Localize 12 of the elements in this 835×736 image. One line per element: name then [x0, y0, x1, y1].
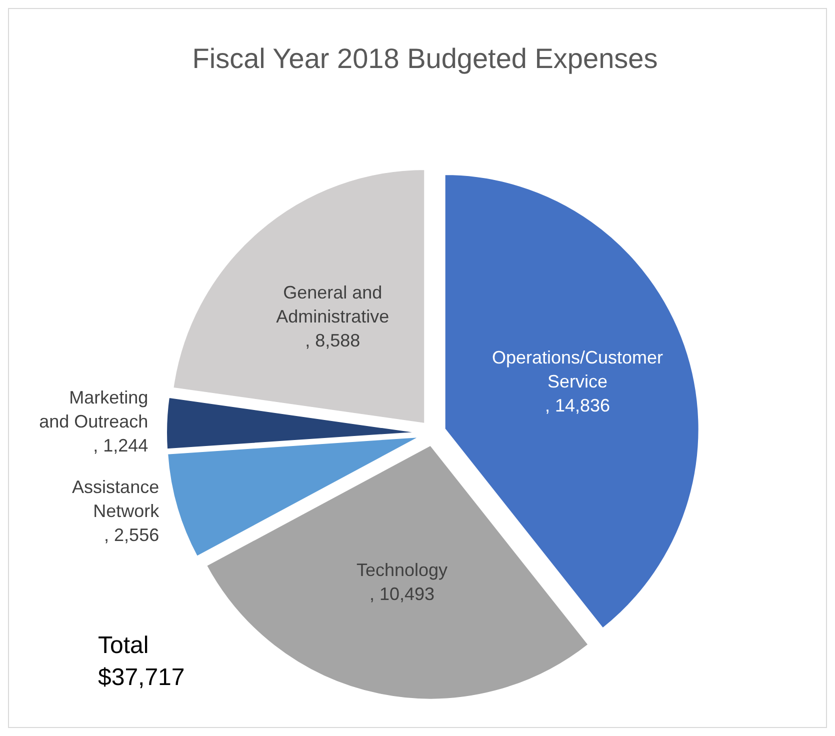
- slice-label: Operations/Customer Service: [492, 347, 664, 392]
- text: Total $37,717: [98, 632, 185, 691]
- slice-label: Technology: [356, 560, 448, 580]
- slice-label: Assistance Network: [72, 476, 160, 521]
- data-label: , 2,556: [104, 524, 160, 545]
- chart-title: Fiscal Year 2018 Budgeted Expenses: [192, 43, 658, 74]
- data-label: , 8,588: [305, 330, 360, 350]
- slice-label: General and Administrative: [276, 282, 390, 326]
- data-label: , 10,493: [369, 584, 435, 604]
- data-label: , 14,836: [544, 395, 610, 416]
- slice-label: Marketing and Outreach: [39, 387, 148, 432]
- data-label: , 1,244: [93, 435, 148, 456]
